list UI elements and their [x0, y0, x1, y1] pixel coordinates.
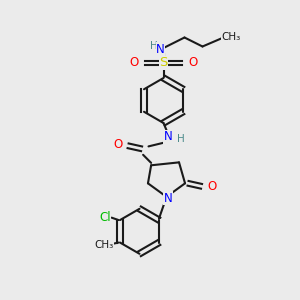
- Text: N: N: [156, 43, 165, 56]
- Text: H: H: [150, 40, 158, 51]
- Text: O: O: [130, 56, 139, 70]
- Text: O: O: [207, 180, 217, 193]
- Text: N: N: [164, 130, 172, 143]
- Text: O: O: [113, 138, 122, 151]
- Text: N: N: [164, 192, 172, 205]
- Text: H: H: [177, 134, 185, 144]
- Text: CH₃: CH₃: [94, 240, 113, 250]
- Text: S: S: [159, 56, 168, 70]
- Text: Cl: Cl: [99, 211, 111, 224]
- Text: O: O: [188, 56, 197, 70]
- Text: CH₃: CH₃: [221, 32, 241, 43]
